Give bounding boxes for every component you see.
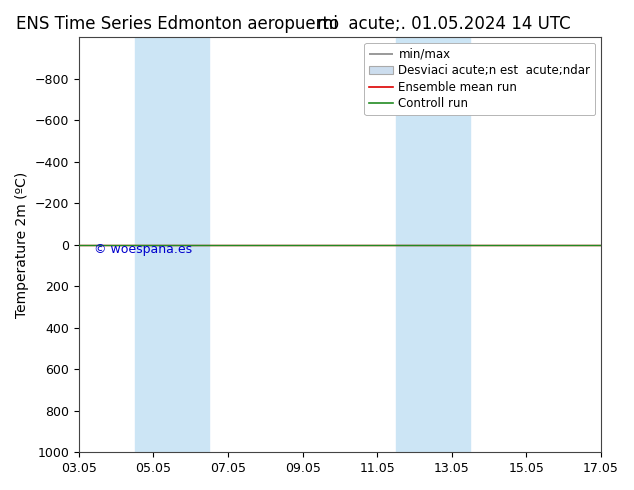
Legend: min/max, Desviaci acute;n est  acute;ndar, Ensemble mean run, Controll run: min/max, Desviaci acute;n est acute;ndar…: [364, 43, 595, 115]
Text: mi  acute;. 01.05.2024 14 UTC: mi acute;. 01.05.2024 14 UTC: [317, 15, 571, 33]
Text: ENS Time Series Edmonton aeropuerto: ENS Time Series Edmonton aeropuerto: [16, 15, 339, 33]
Y-axis label: Temperature 2m (ºC): Temperature 2m (ºC): [15, 172, 29, 318]
Bar: [135, 37, 209, 452]
Text: © woespana.es: © woespana.es: [94, 243, 193, 256]
Bar: [396, 37, 470, 452]
